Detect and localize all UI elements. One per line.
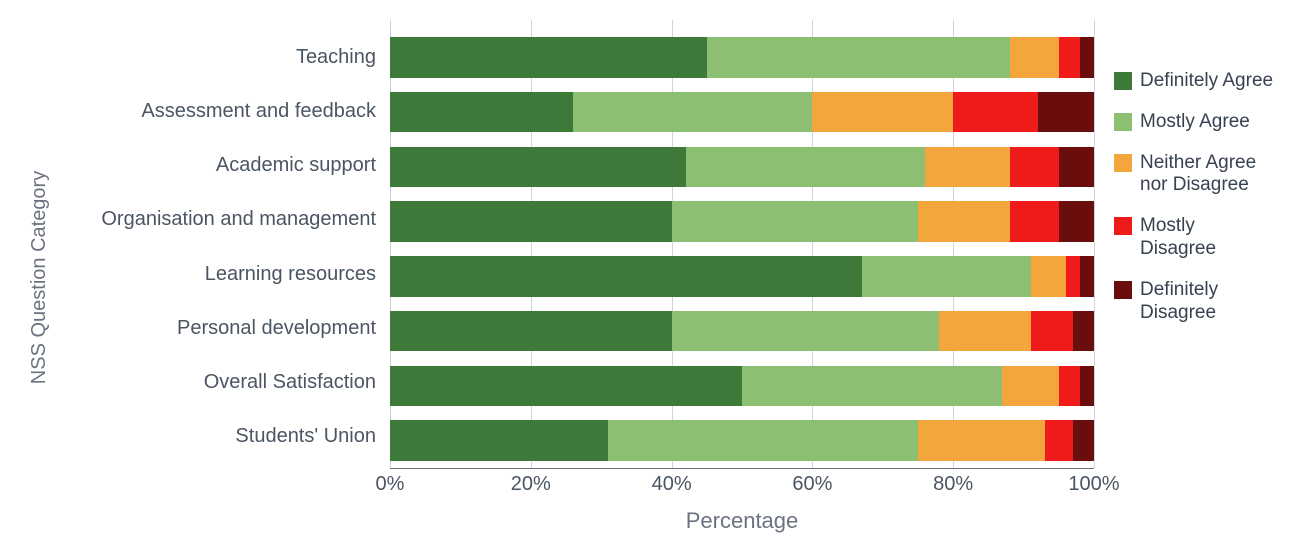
bar-segment xyxy=(1059,366,1080,407)
bar-segment xyxy=(918,420,1045,461)
bar-segment xyxy=(1031,256,1066,297)
legend-label: Mostly Disagree xyxy=(1140,215,1274,261)
x-tick-label: 20% xyxy=(511,473,551,496)
bar-segment xyxy=(707,37,1010,78)
legend-item: Mostly Agree xyxy=(1114,111,1274,134)
bar-row xyxy=(390,359,1094,414)
bar-segment xyxy=(1045,420,1073,461)
bar-segment xyxy=(1038,92,1094,133)
x-axis: 0%20%40%60%80%100% xyxy=(390,468,1094,498)
bar-segment xyxy=(1010,201,1059,242)
bar-segment xyxy=(573,92,812,133)
bar-segment xyxy=(1080,256,1094,297)
bar-segment xyxy=(686,147,925,188)
bar-segment xyxy=(925,147,1009,188)
bar-track xyxy=(390,201,1094,242)
bar-segment xyxy=(1059,37,1080,78)
bar-segment xyxy=(1010,37,1059,78)
bar-segment xyxy=(862,256,1031,297)
bar-segment xyxy=(953,92,1037,133)
bar-row xyxy=(390,30,1094,85)
bar-segment xyxy=(390,201,672,242)
y-axis-title-container: NSS Question Category xyxy=(20,20,60,534)
bar-segment xyxy=(608,420,918,461)
plot-area: 0%20%40%60%80%100% Percentage xyxy=(390,20,1094,534)
bar-track xyxy=(390,37,1094,78)
category-label: Assessment and feedback xyxy=(60,84,390,138)
legend-label: Neither Agree nor Disagree xyxy=(1140,152,1274,198)
bar-segment xyxy=(1073,311,1094,352)
bar-row xyxy=(390,413,1094,468)
legend-swatch xyxy=(1114,72,1132,90)
bar-segment xyxy=(1059,201,1094,242)
stacked-bar-chart: NSS Question Category TeachingAssessment… xyxy=(20,20,1274,534)
x-tick-label: 0% xyxy=(376,473,405,496)
bar-segment xyxy=(390,92,573,133)
bar-segment xyxy=(1066,256,1080,297)
bar-row xyxy=(390,304,1094,359)
bar-track xyxy=(390,420,1094,461)
bar-row xyxy=(390,85,1094,140)
x-tick-label: 100% xyxy=(1068,473,1119,496)
legend-item: Neither Agree nor Disagree xyxy=(1114,152,1274,198)
bar-track xyxy=(390,92,1094,133)
bar-track xyxy=(390,256,1094,297)
category-label: Teaching xyxy=(60,30,390,84)
legend-swatch xyxy=(1114,154,1132,172)
category-label: Overall Satisfaction xyxy=(60,356,390,410)
legend-label: Definitely Disagree xyxy=(1140,279,1274,325)
bar-segment xyxy=(1010,147,1059,188)
category-label: Academic support xyxy=(60,139,390,193)
legend-label: Mostly Agree xyxy=(1140,111,1250,134)
bar-segment xyxy=(672,201,918,242)
bar-segment xyxy=(390,420,608,461)
x-tick-label: 60% xyxy=(792,473,832,496)
category-labels-column: TeachingAssessment and feedbackAcademic … xyxy=(60,20,390,534)
y-axis-title: NSS Question Category xyxy=(29,170,52,383)
bar-segment xyxy=(1002,366,1058,407)
bar-row xyxy=(390,140,1094,195)
category-label: Learning resources xyxy=(60,247,390,301)
bar-segment xyxy=(390,147,686,188)
bar-segment xyxy=(1080,366,1094,407)
legend-swatch xyxy=(1114,217,1132,235)
bar-segment xyxy=(390,256,862,297)
bar-track xyxy=(390,366,1094,407)
bar-segment xyxy=(390,366,742,407)
bar-segment xyxy=(390,311,672,352)
category-label: Personal development xyxy=(60,301,390,355)
legend-swatch xyxy=(1114,113,1132,131)
category-label: Students' Union xyxy=(60,410,390,464)
x-tick-label: 80% xyxy=(933,473,973,496)
legend-swatch xyxy=(1114,281,1132,299)
bar-segment xyxy=(1031,311,1073,352)
bar-segment xyxy=(1059,147,1094,188)
bar-segment xyxy=(939,311,1031,352)
legend-item: Definitely Agree xyxy=(1114,70,1274,93)
x-tick-label: 40% xyxy=(652,473,692,496)
bars-area xyxy=(390,20,1094,468)
bar-segment xyxy=(742,366,1002,407)
bar-segment xyxy=(1080,37,1094,78)
x-axis-title: Percentage xyxy=(390,508,1094,534)
legend: Definitely Agree Mostly Agree Neither Agre… xyxy=(1094,20,1274,534)
bar-row xyxy=(390,194,1094,249)
bar-segment xyxy=(812,92,953,133)
category-label: Organisation and management xyxy=(60,193,390,247)
legend-item: Definitely Disagree xyxy=(1114,279,1274,325)
bar-segment xyxy=(1073,420,1094,461)
bar-row xyxy=(390,249,1094,304)
legend-item: Mostly Disagree xyxy=(1114,215,1274,261)
bar-track xyxy=(390,147,1094,188)
legend-label: Definitely Agree xyxy=(1140,70,1273,93)
bar-segment xyxy=(672,311,940,352)
bar-segment xyxy=(390,37,707,78)
bar-segment xyxy=(918,201,1010,242)
bar-track xyxy=(390,311,1094,352)
